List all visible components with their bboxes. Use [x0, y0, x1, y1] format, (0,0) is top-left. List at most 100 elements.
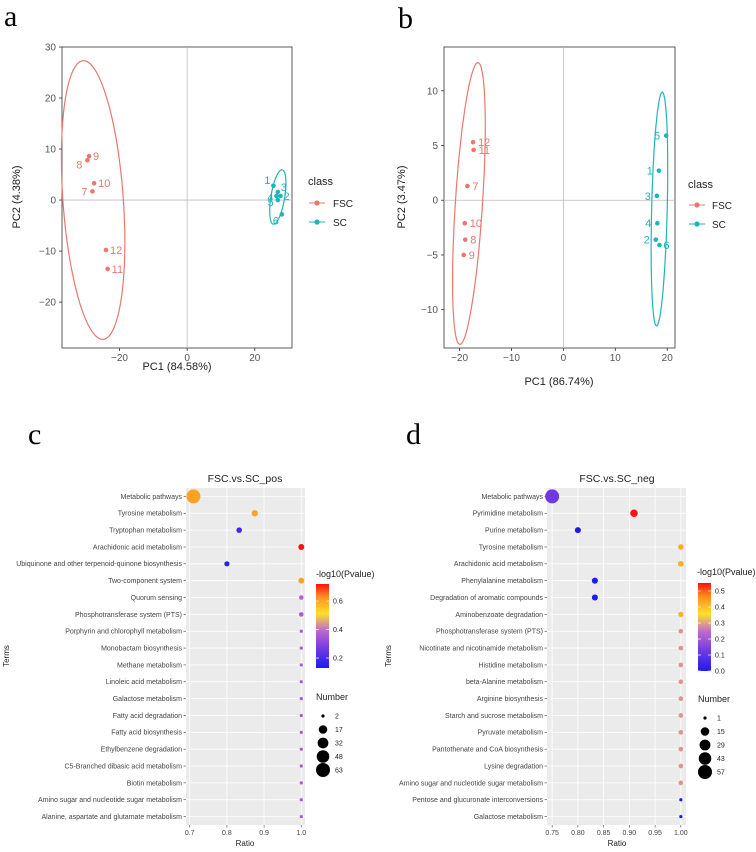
point-c-8: [299, 629, 303, 633]
term-label-c-2: Tryptophan metabolism: [109, 528, 182, 535]
term-label-c-18: Amino sugar and nucleotide sugar metabol…: [38, 797, 182, 804]
point-label-sc-5-a: 5: [268, 197, 274, 209]
zero-lines-b: [444, 47, 675, 348]
term-label-c-1: Tyrosine metabolism: [118, 511, 182, 518]
term-label-d-5: Phenylalanine metabolism: [461, 578, 543, 585]
term-label-c-3: Arachidonic acid metabolism: [93, 544, 182, 551]
point-sc-6-a: [279, 212, 285, 217]
point-d-6: [591, 594, 598, 601]
point-label-fsc-9-b: 9: [469, 250, 475, 262]
point-fsc-11-b: [471, 147, 476, 153]
color-legend-c: -log10(Pvalue) 0.2 0.4 0.6: [316, 569, 375, 668]
term-label-d-14: Pyruvate metabolism: [478, 730, 544, 737]
legend-label-sc-a: SC: [333, 218, 347, 229]
gridlines-d: [547, 488, 686, 825]
x-tick-label-d-4: 0.95: [648, 830, 662, 837]
size-legend-dot-c-0: [321, 714, 325, 718]
x-axis-title-c: Ratio: [236, 839, 255, 848]
point-d-19: [679, 814, 683, 819]
color-legend-d: -log10(Pvalue) 0.0 0.1 0.2 0.3 0.4 0.5: [697, 567, 756, 676]
legend-label-fsc-b: FSC: [712, 201, 732, 212]
point-c-11: [299, 680, 303, 684]
enrichment-chart-c: FSC.vs.SC_pos Metabolic pathways Tyrosine…: [2, 473, 375, 848]
ellipses-a: [60, 60, 287, 341]
point-sc-2-a: [278, 193, 283, 199]
point-c-10: [299, 663, 303, 667]
point-fsc-11-a: [105, 266, 110, 272]
colorbar-c: [316, 584, 329, 668]
y-axis-title-a: PC2 (4.38%): [11, 166, 23, 229]
term-label-d-17: Amino sugar and nucleotide sugar metabol…: [399, 780, 543, 787]
term-label-c-14: Fatty acid biosynthesis: [111, 730, 182, 737]
plot-area-b: [443, 46, 676, 349]
point-fsc-7-b: [465, 183, 470, 189]
point-label-sc-1-a: 1: [264, 175, 270, 187]
legend-title-b: class: [688, 179, 714, 191]
point-d-13: [678, 713, 684, 718]
term-labels-d: Metabolic pathways Pyrimidine metabolism P…: [399, 494, 547, 821]
y-tick-label-b-4: 10: [427, 86, 439, 97]
term-label-d-3: Tyrosine metabolism: [479, 544, 543, 551]
point-label-sc-2-a: 2: [284, 191, 290, 203]
x-tick-label-c-0: 0.7: [185, 830, 195, 837]
enrichment-chart-d: FSC.vs.SC_neg Metabolic pathways Pyrimidi…: [384, 473, 756, 848]
point-c-15: [299, 747, 303, 751]
x-tick-label-b-2: 0: [561, 353, 567, 364]
size-legend-label-d-3: 43: [717, 756, 725, 763]
points-d: [545, 489, 684, 819]
point-fsc-9-b: [461, 252, 467, 258]
point-fsc-7-a: [90, 189, 95, 194]
term-label-d-16: Lysine degradation: [484, 763, 543, 770]
point-label-fsc-10-a: 10: [98, 178, 110, 190]
y-tick-label-b-2: 0: [432, 196, 438, 207]
term-label-c-6: Quorum sensing: [131, 595, 182, 602]
colorbar-tick-label-c-0: 0.2: [333, 656, 343, 663]
y-axis-title-c: Terms: [2, 645, 11, 667]
point-d-7: [678, 611, 684, 617]
point-c-13: [299, 713, 303, 718]
point-label-sc-4-a: 4: [267, 192, 273, 204]
ellipse-fsc-a: [60, 60, 126, 341]
term-label-d-18: Pentose and glucuronate interconversions: [412, 797, 543, 804]
term-label-d-11: beta-Alanine metabolism: [466, 679, 543, 686]
size-legend-dot-c-1: [318, 725, 328, 734]
y-ticks-a: −20 −10 0 10 20 30: [39, 43, 62, 309]
legend-key-dot-sc-a: [314, 219, 320, 225]
size-legend-label-c-4: 63: [335, 768, 343, 775]
term-label-c-15: Ethylbenzene degradation: [101, 747, 182, 754]
colorbar-tick-label-d-4: 0.4: [715, 605, 725, 612]
panel-letter-c: c: [28, 418, 41, 451]
size-legend-dot-d-0: [703, 716, 707, 720]
colorbar-d: [698, 583, 711, 671]
y-tick-label-a-3: 10: [45, 145, 57, 156]
x-tick-label-d-2: 0.85: [597, 830, 611, 837]
size-legend-c: Number 2 17 32 48 63: [316, 692, 348, 777]
point-label-sc-6-a: 6: [273, 215, 279, 227]
term-label-d-13: Starch and sucrose metabolism: [445, 713, 543, 720]
x-tick-label-c-1: 0.8: [222, 830, 232, 837]
term-label-c-13: Fatty acid degradation: [113, 713, 182, 720]
size-legend-label-c-2: 32: [335, 741, 343, 748]
point-sc-4-b: [655, 220, 660, 226]
point-label-fsc-11-a: 11: [112, 264, 123, 276]
point-label-sc-3-a: 3: [281, 182, 287, 194]
size-legend-title-d: Number: [698, 694, 730, 704]
point-sc-2-b: [653, 237, 659, 242]
term-label-d-0: Metabolic pathways: [482, 494, 544, 501]
term-label-d-1: Pyrimidine metabolism: [473, 511, 544, 518]
zero-lines-a: [62, 47, 292, 348]
term-label-d-15: Pantothenate and CoA biosynthesis: [432, 747, 543, 754]
term-label-c-19: Alanine, aspartate and glutamate metabol…: [42, 814, 183, 821]
colorbar-tick-label-d-3: 0.3: [715, 621, 725, 628]
term-label-c-4: Ubiquinone and other terpenoid-quinone b…: [16, 561, 182, 568]
point-label-fsc-10-b: 10: [470, 218, 482, 230]
point-c-3: [298, 543, 305, 550]
size-legend-dot-d-2: [699, 739, 711, 751]
term-label-c-10: Methane metabolism: [117, 662, 182, 669]
size-legend-label-d-0: 1: [717, 716, 721, 723]
term-label-d-10: Histidine metabolism: [478, 662, 543, 669]
term-label-d-12: Arginine biosynthesis: [477, 696, 544, 703]
x-ticks-b: −20 −10 0 10 20: [451, 348, 673, 364]
colorbar-tick-label-c-2: 0.6: [333, 599, 343, 606]
point-label-sc-3-b: 3: [645, 191, 651, 203]
